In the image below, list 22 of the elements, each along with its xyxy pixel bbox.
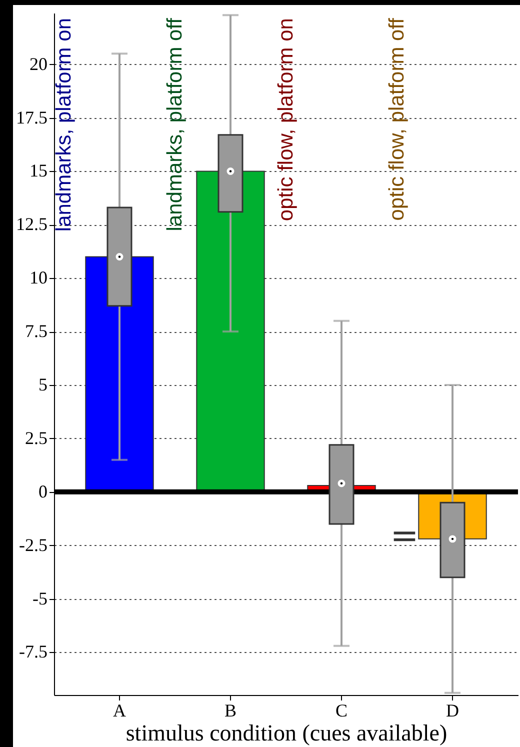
- x-axis-title: stimulus condition (cues available): [126, 720, 448, 746]
- y-tick-label: 10: [30, 268, 48, 288]
- x-tick-label: C: [335, 700, 348, 720]
- annotation: landmarks, platform on: [52, 18, 76, 232]
- y-tick-label: -2.5: [19, 534, 48, 555]
- y-tick-label: 0: [38, 481, 48, 502]
- y-tick-label: 17.5: [16, 107, 48, 128]
- y-tick-label: 15: [30, 160, 48, 181]
- x-tick-label: D: [446, 700, 460, 720]
- annotation: optic flow, platform on: [274, 18, 298, 222]
- annotation: =: [390, 516, 419, 556]
- y-tick-label: 5: [38, 374, 48, 394]
- y-tick-label: 20: [30, 54, 48, 74]
- y-tick-label: -7.5: [19, 642, 48, 662]
- x-tick-label: B: [224, 700, 237, 720]
- y-tick-label: -5: [32, 588, 48, 608]
- y-tick-label: 2.5: [25, 428, 48, 448]
- x-tick-label: A: [112, 700, 126, 720]
- annotation: landmarks, platform off: [164, 18, 186, 232]
- annotation: optic flow, platform off: [386, 18, 409, 221]
- y-tick-label: 12.5: [16, 214, 48, 234]
- y-tick-label: 7.5: [25, 321, 48, 342]
